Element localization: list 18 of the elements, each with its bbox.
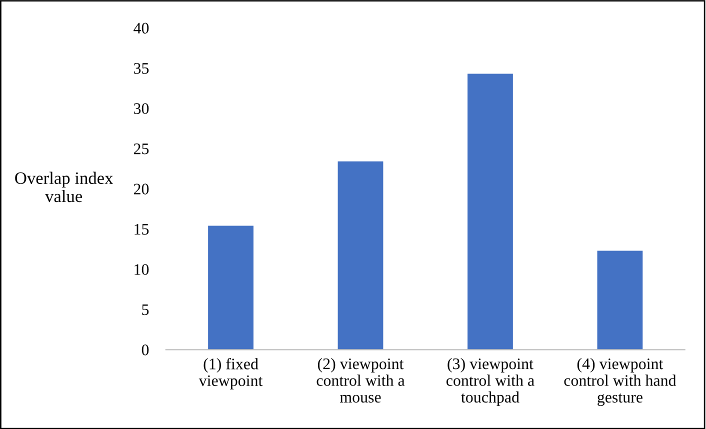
y-tick-label: 40 (134, 22, 149, 34)
y-tick-label: 15 (134, 224, 149, 235)
y-tick-label: 5 (142, 304, 149, 316)
bar (338, 161, 384, 350)
y-tick-label: 20 (134, 184, 149, 194)
x-tick-label: (1) fixed viewpoint (198, 358, 263, 390)
x-tick-label: (4) viewpoint control with hand gesture (564, 358, 676, 406)
y-tick-label: 35 (134, 63, 149, 74)
y-tick-label: 0 (142, 344, 149, 356)
bar (597, 250, 643, 350)
bar (208, 226, 254, 350)
x-tick-label: (3) viewpoint control with a touchpad (446, 358, 534, 406)
y-axis-title: Overlap index value (15, 172, 114, 202)
y-tick-label: 25 (134, 144, 149, 154)
y-tick-label: 10 (134, 264, 149, 275)
x-tick-label: (2) viewpoint control with a mouse (316, 358, 405, 403)
bar (468, 74, 513, 350)
y-tick-label: 30 (134, 103, 149, 114)
